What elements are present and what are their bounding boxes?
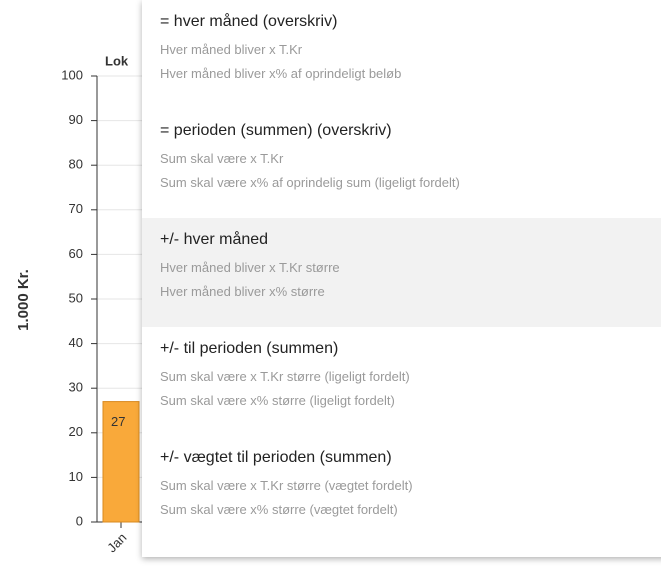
menu-item[interactable]: Sum skal være x T.Kr større (ligeligt fo… [160,369,410,384]
y-axis-label: 1.000 Kr. [15,269,32,331]
bar [102,401,140,523]
y-tick-label: 80 [69,157,83,172]
y-tick-label: 50 [69,290,83,305]
y-tick-label: 70 [69,201,83,216]
menu-item[interactable]: Sum skal være x T.Kr [160,151,284,166]
y-tick-label: 60 [69,246,83,261]
data-label: 27 [111,414,125,429]
menu-item[interactable]: Sum skal være x% større (ligeligt fordel… [160,393,395,408]
chart-title: Lok [105,53,129,68]
menu-item[interactable]: Hver måned bliver x T.Kr [160,42,303,57]
menu-item[interactable]: Sum skal være x% større (vægtet fordelt) [160,502,398,517]
menu-section: +/- til perioden (summen) Sum skal være x… [142,327,661,436]
menu-item[interactable]: Hver måned bliver x T.Kr større [160,260,340,275]
menu-heading[interactable]: +/- hver måned [160,231,269,248]
y-tick-label: 90 [69,112,83,127]
y-tick-label: 0 [76,513,83,528]
menu-section: +/- vægtet til perioden (summen) Sum skal… [142,436,661,545]
menu-section: = hver måned (overskriv) Hver måned blive… [142,0,661,109]
y-tick-label: 10 [69,469,83,484]
menu-heading[interactable]: +/- vægtet til perioden (summen) [160,449,392,466]
y-tick-label: 20 [69,424,83,439]
dropdown-menu: = hver måned (overskriv) Hver måned blive… [142,0,661,557]
y-tick-label: 30 [69,380,83,395]
menu-item[interactable]: Sum skal være x T.Kr større (vægtet ford… [160,478,413,493]
y-tick-label: 40 [69,335,83,350]
menu-item[interactable]: Hver måned bliver x% større [160,284,325,299]
menu-section: = perioden (summen) (overskriv) Sum skal … [142,109,661,218]
x-tick-label: Jan [104,530,129,555]
menu-item[interactable]: Hver måned bliver x% af oprindeligt belø… [160,66,402,81]
menu-section: +/- hver måned Hver måned bliver x T.Kr s… [142,218,661,327]
menu-heading[interactable]: = perioden (summen) (overskriv) [160,122,392,139]
menu-heading[interactable]: +/- til perioden (summen) [160,340,339,357]
y-tick-label: 100 [61,67,83,82]
menu-heading[interactable]: = hver måned (overskriv) [160,13,338,30]
menu-item[interactable]: Sum skal være x% af oprindelig sum (lige… [160,175,460,190]
